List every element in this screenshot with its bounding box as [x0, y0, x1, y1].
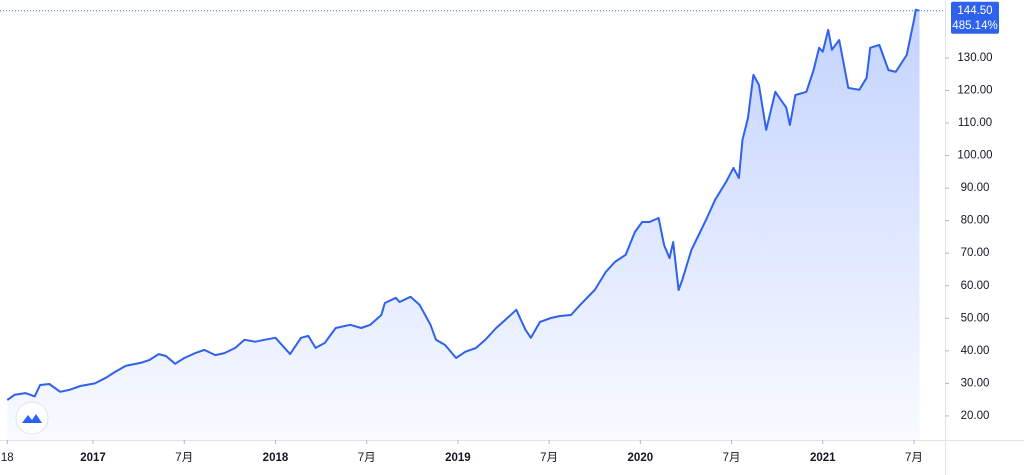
x-tick-label: 2018	[263, 452, 289, 464]
y-tick-label: 80.00	[961, 215, 990, 227]
y-tick-label: 100.00	[957, 150, 992, 162]
x-tick-label: 7月	[540, 452, 558, 464]
x-tick-label: 7月	[175, 452, 193, 464]
logo	[15, 401, 49, 435]
y-tick-label: 30.00	[961, 377, 990, 389]
y-tick-label: 120.00	[957, 85, 992, 97]
y-tick-label: 90.00	[961, 182, 990, 194]
area	[7, 9, 920, 441]
y-tick-label: 20.00	[961, 410, 990, 422]
x-tick-label: 18	[1, 452, 14, 464]
line	[6, 8, 920, 401]
x-tick-label: 7月	[358, 452, 376, 464]
y-tick-label: 130.00	[957, 52, 992, 64]
x-tick-label: 2020	[628, 452, 654, 464]
x-tick-label: 7月	[905, 452, 923, 464]
y-tick-label: 50.00	[961, 312, 990, 324]
y-tick-label: 70.00	[961, 247, 990, 259]
y-tick-label: 60.00	[961, 280, 990, 292]
y-tick-label: 40.00	[961, 345, 990, 357]
x-tick-label: 2017	[80, 452, 106, 464]
plot	[6, 8, 920, 441]
x-tick-label: 2019	[445, 452, 471, 464]
x-tick-label: 7月	[723, 452, 741, 464]
y-tick-label: 110.00	[958, 117, 992, 129]
price-box	[951, 1, 999, 34]
change-label: 485.14%	[952, 20, 997, 32]
x-tick-label: 2021	[810, 452, 836, 464]
price-label: 144.50	[957, 5, 992, 17]
